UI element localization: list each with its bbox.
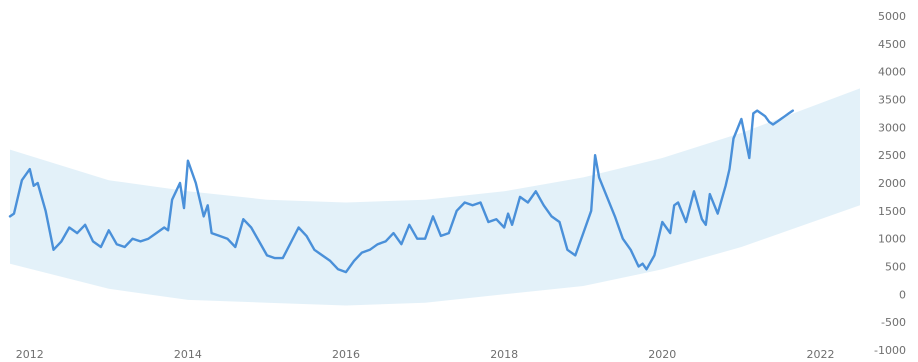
x-tick-label: 2012 <box>16 348 44 361</box>
y-tick-label: 2000 <box>878 177 906 190</box>
y-tick-label: 3500 <box>878 94 906 107</box>
series-line-group <box>8 109 794 274</box>
confidence-band <box>10 88 860 306</box>
y-tick-label: 3000 <box>878 121 906 134</box>
y-tick-label: 5000 <box>878 10 906 23</box>
y-tick-label: 4000 <box>878 66 906 79</box>
x-tick-label: 2014 <box>174 348 202 361</box>
band-area <box>10 88 860 306</box>
x-tick-label: 2018 <box>490 348 518 361</box>
y-tick-label: 1500 <box>878 205 906 218</box>
y-tick-label: 0 <box>899 288 906 301</box>
y-tick-label: -500 <box>881 316 906 329</box>
series-line <box>8 109 794 274</box>
y-tick-label: 2500 <box>878 149 906 162</box>
y-tick-label: 1000 <box>878 233 906 246</box>
y-tick-label: -1000 <box>874 344 906 357</box>
x-tick-label: 2020 <box>648 348 676 361</box>
y-tick-label: 500 <box>885 261 906 274</box>
x-tick-label: 2022 <box>807 348 835 361</box>
x-axis-ticks: 2012 2014 2016 2018 2020 2022 <box>16 348 835 361</box>
x-tick-label: 2016 <box>332 348 360 361</box>
y-tick-label: 4500 <box>878 38 906 51</box>
y-axis-ticks: 5000 4500 4000 3500 3000 2500 2000 1500 … <box>874 10 906 357</box>
